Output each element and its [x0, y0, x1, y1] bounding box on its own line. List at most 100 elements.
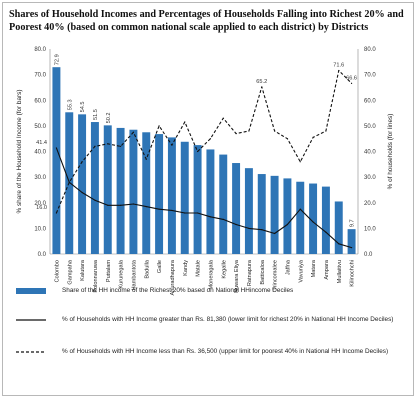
- line-point: [81, 161, 83, 163]
- line-point: [184, 212, 186, 214]
- y-tick-label: 30.0: [34, 175, 46, 181]
- line-point: [107, 143, 109, 145]
- line-point: [312, 136, 314, 139]
- line-point: [286, 138, 289, 140]
- x-tick-label: Hambantota: [131, 259, 137, 290]
- legend-dashed-line-swatch: [16, 351, 46, 353]
- line-data-label: 41.4: [36, 140, 47, 146]
- x-tick-label: Matale: [196, 260, 202, 277]
- dashed-line-series: [55, 69, 352, 214]
- x-tick-label: Colombo: [54, 260, 60, 282]
- y-tick-label: 50.0: [34, 124, 46, 130]
- line-point: [171, 209, 173, 212]
- line-point: [145, 205, 147, 208]
- x-tick-label: Kandy: [183, 260, 189, 276]
- x-tick-label: Kilinochchi: [350, 260, 356, 287]
- line-point: [209, 138, 212, 140]
- y2-tick-label: 0.0: [364, 252, 373, 258]
- bar: [90, 122, 99, 254]
- line-point: [171, 144, 173, 146]
- bar-data-label: 54.5: [80, 101, 86, 112]
- bar: [206, 149, 215, 254]
- x-tick-label: Anuradhapura: [170, 259, 176, 295]
- chart-labels: 72.955.3 54.551.5 50.29.741.416.065.271.66…: [36, 54, 357, 295]
- y-tick-label: 20.0: [34, 201, 46, 207]
- bar: [244, 168, 253, 254]
- x-tick-label: Puttalam: [106, 260, 112, 282]
- y-tick-label: 40.0: [34, 150, 46, 156]
- line-series: [55, 69, 353, 249]
- x-tick-label: Jaffna: [285, 259, 291, 275]
- bar: [257, 174, 266, 254]
- y2-tick-label: 10.0: [364, 226, 376, 232]
- line-point: [196, 150, 199, 153]
- y2-axis-title: % of households (for lines): [387, 114, 394, 190]
- x-tick-label: Ampara: [324, 259, 330, 279]
- chart-title: Shares of Household Incomes and Percenta…: [9, 9, 404, 33]
- x-tick-label: Mullaitivu: [337, 260, 343, 283]
- line-point: [119, 204, 122, 206]
- line-point: [132, 131, 135, 133]
- bar: [180, 141, 189, 254]
- line-point: [325, 130, 327, 132]
- y-axis-title: % share of the Household Income (for bar…: [16, 90, 23, 214]
- line-point: [158, 208, 160, 210]
- line-point: [184, 121, 186, 123]
- line-point: [209, 216, 212, 218]
- line-point: [119, 145, 122, 147]
- bar-data-label: 50.2: [106, 112, 112, 123]
- bar: [347, 229, 356, 254]
- bar: [321, 186, 330, 254]
- y2-tick-label: 20.0: [364, 201, 376, 207]
- bar-data-label: 9.7: [350, 219, 356, 227]
- legend-solid-line-swatch: [16, 319, 46, 321]
- line-point: [94, 145, 96, 147]
- bar: [129, 129, 138, 254]
- x-tick-label: Vavuniya: [298, 259, 304, 282]
- line-point: [338, 69, 340, 72]
- line-point: [338, 243, 340, 245]
- bar: [296, 181, 305, 254]
- bar: [167, 137, 176, 254]
- line-point: [299, 161, 301, 163]
- line-point: [286, 223, 289, 226]
- line-point: [222, 117, 224, 119]
- line-point: [350, 82, 353, 84]
- solid-line-series: [55, 147, 352, 249]
- line-point: [235, 223, 237, 226]
- bar-data-label: 72.9: [54, 54, 60, 65]
- y-tick-label: 0.0: [38, 252, 47, 258]
- bar: [103, 125, 112, 254]
- line-point: [158, 125, 160, 127]
- line-point: [235, 132, 237, 135]
- line-data-label: 65.2: [256, 79, 267, 85]
- bar: [219, 154, 228, 254]
- line-point: [312, 221, 314, 223]
- bar-series: [52, 67, 356, 254]
- x-tick-label: Trincomalee: [273, 260, 279, 291]
- x-tick-label: Galle: [157, 260, 163, 273]
- chart-axes: 0.0 10.0 20.0 30.0 40.0 50.0 60.0 70.0 80.0 0.0 10…: [16, 47, 394, 258]
- bar: [283, 178, 292, 254]
- line-point: [132, 203, 135, 205]
- y2-tick-label: 70.0: [364, 73, 376, 79]
- bar: [78, 114, 87, 254]
- bar: [116, 127, 125, 254]
- x-tick-label: Batticaloa: [260, 259, 266, 284]
- line-point: [196, 212, 199, 214]
- bar: [193, 145, 202, 254]
- line-point: [248, 227, 250, 229]
- line-point: [350, 246, 353, 249]
- line-point: [273, 130, 276, 132]
- line-point: [94, 199, 96, 201]
- line-data-label: 16.0: [36, 205, 47, 211]
- line-point: [145, 158, 147, 160]
- line-data-label: 66.6: [346, 75, 357, 81]
- bar: [142, 132, 151, 254]
- x-tick-label: Kalutara: [80, 259, 86, 281]
- line-point: [55, 212, 58, 214]
- line-point: [81, 191, 83, 194]
- y2-tick-label: 40.0: [364, 150, 376, 156]
- x-tick-label: Polonnaruwa: [93, 259, 99, 293]
